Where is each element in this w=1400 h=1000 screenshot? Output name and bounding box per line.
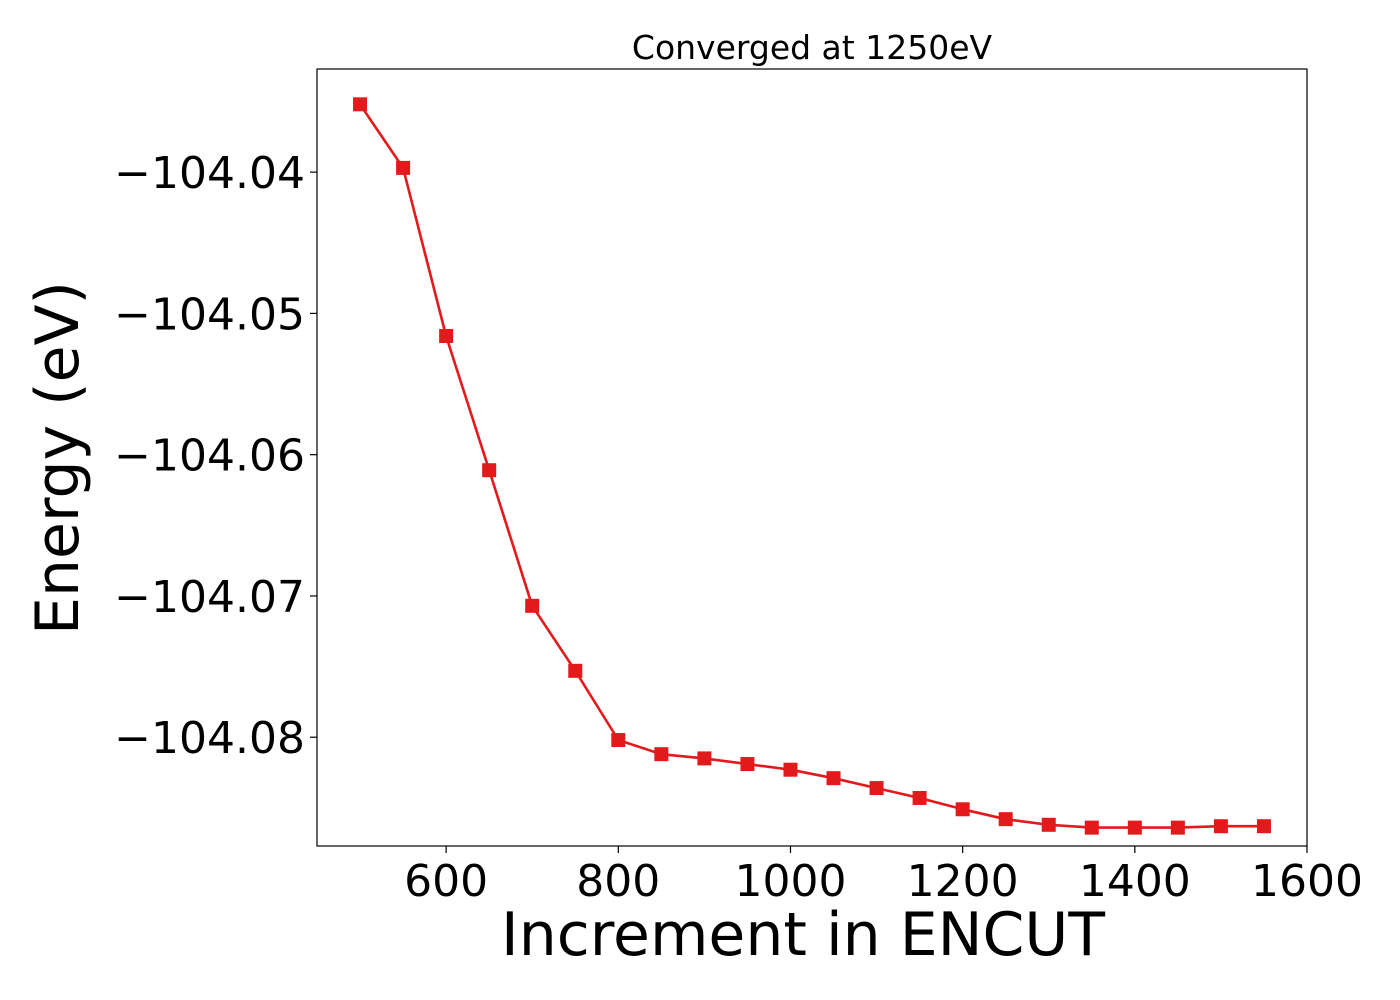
data-point	[1041, 817, 1056, 832]
x-tick-label: 1600	[1251, 856, 1363, 907]
data-point	[482, 463, 497, 478]
x-tick-label: 1400	[1079, 856, 1191, 907]
x-tick-label: 1200	[907, 856, 1019, 907]
data-point	[525, 598, 540, 613]
plot-frame	[316, 68, 1308, 847]
y-tick-label: −104.05	[114, 289, 305, 340]
y-tick-label: −104.06	[114, 431, 305, 482]
y-axis-title: Energy (eV)	[23, 281, 93, 635]
y-tick-label: −104.04	[114, 148, 305, 199]
data-point	[697, 751, 712, 766]
data-point	[353, 97, 368, 112]
y-tick-label: −104.07	[114, 572, 305, 623]
data-point	[568, 663, 583, 678]
data-point	[955, 802, 970, 817]
data-point	[1170, 820, 1185, 835]
data-point	[998, 812, 1013, 827]
x-tick-label: 1000	[734, 856, 846, 907]
data-point	[1084, 820, 1099, 835]
x-axis-title: Increment in ENCUT	[501, 900, 1105, 970]
series-layer	[353, 97, 1271, 835]
data-point	[611, 733, 626, 748]
data-point	[912, 790, 927, 805]
data-point	[439, 329, 454, 344]
data-point	[1256, 819, 1271, 834]
axis-ticks: 600 800 1000 1200 1400 1600 −104.04 −104.05 −104…	[114, 148, 1363, 907]
x-tick-label: 800	[576, 856, 660, 907]
data-point	[826, 771, 841, 786]
series-line	[358, 103, 1264, 829]
y-tick-label: −104.08	[114, 713, 305, 764]
data-point	[869, 781, 884, 796]
data-point	[396, 160, 411, 175]
data-point	[783, 762, 798, 777]
data-point	[1127, 820, 1142, 835]
chart-title: Converged at 1250eV	[632, 28, 993, 67]
data-point	[654, 747, 669, 762]
data-point	[740, 757, 755, 772]
x-tick-label: 600	[404, 856, 488, 907]
data-point	[1213, 819, 1228, 834]
